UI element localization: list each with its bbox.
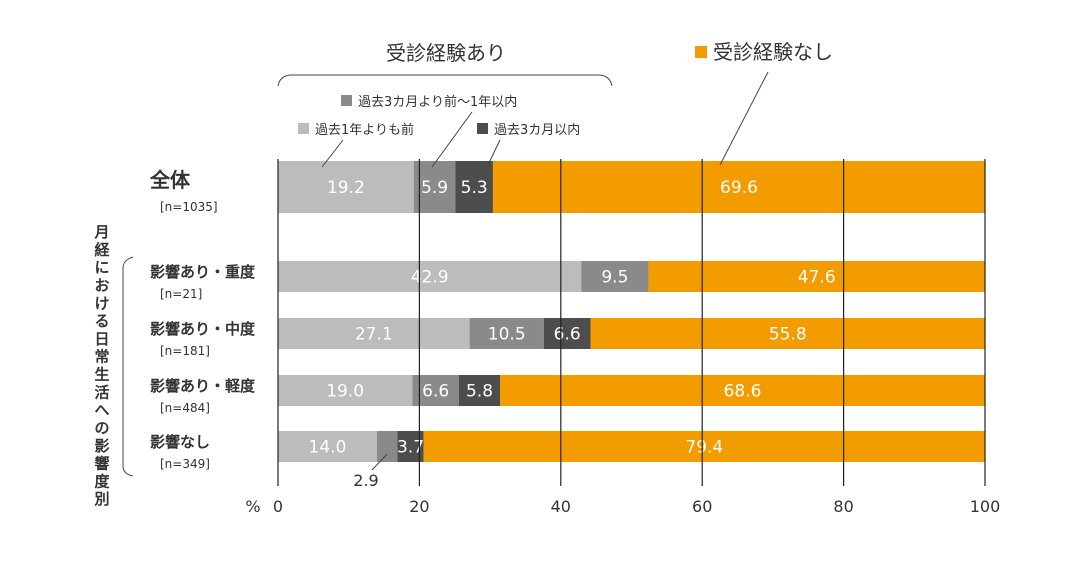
legend-swatch bbox=[477, 123, 488, 134]
bar-segment-2-2 bbox=[543, 318, 591, 349]
category-n-label: [n=1035] bbox=[160, 200, 218, 214]
group-label-char: 影 bbox=[94, 437, 109, 455]
group-bracket bbox=[122, 256, 134, 477]
group-label-char: る bbox=[94, 312, 109, 330]
category-n-label: [n=181] bbox=[160, 344, 210, 358]
data-label: 27.1 bbox=[355, 325, 393, 345]
bar-segment-4-0 bbox=[278, 431, 377, 462]
category-n-label: [n=21] bbox=[160, 287, 202, 301]
axis-unit-label: % bbox=[245, 497, 260, 516]
bar-segment-3-3 bbox=[499, 375, 985, 406]
bar-segment-2-1 bbox=[469, 318, 544, 349]
group-label-char: 月 bbox=[93, 223, 109, 241]
top-bracket bbox=[277, 74, 613, 87]
group-label-char: 常 bbox=[94, 348, 109, 366]
group-label-char: お bbox=[94, 276, 109, 294]
legend-label: 過去1年よりも前 bbox=[315, 122, 414, 138]
data-label: 42.9 bbox=[411, 268, 449, 288]
data-label: 55.8 bbox=[769, 325, 807, 345]
category-n-label: [n=349] bbox=[160, 457, 210, 471]
tick-label: 60 bbox=[692, 497, 712, 516]
bar-segment-1-3 bbox=[648, 261, 985, 292]
category-label: 影響あり・中度 bbox=[150, 320, 256, 338]
bar-segment-3-1 bbox=[412, 375, 459, 406]
group-label-char: 日 bbox=[94, 330, 109, 348]
bar-segment-2-0 bbox=[278, 318, 470, 349]
data-label: 10.5 bbox=[488, 325, 526, 345]
tick-label: 80 bbox=[833, 497, 853, 516]
data-label: 3.7 bbox=[397, 438, 424, 458]
legend-leader bbox=[431, 111, 473, 168]
bar-segment-3-0 bbox=[278, 375, 413, 406]
group-label-char: 活 bbox=[94, 383, 109, 401]
bar-segment-1-1 bbox=[581, 261, 649, 292]
group-label-char: 響 bbox=[94, 455, 109, 473]
data-label: 6.6 bbox=[422, 382, 449, 402]
group-label-char: 生 bbox=[94, 366, 109, 384]
group-label-char: に bbox=[94, 259, 109, 277]
group-label-char: 別 bbox=[93, 490, 109, 508]
legend-swatch bbox=[341, 95, 352, 106]
legend-leader bbox=[719, 71, 769, 166]
legend-label: 過去3カ月より前〜1年以内 bbox=[358, 94, 517, 110]
data-label: 68.6 bbox=[724, 382, 762, 402]
group-label-char: 度 bbox=[94, 472, 110, 490]
data-label: 79.4 bbox=[685, 438, 723, 458]
category-label: 影響あり・軽度 bbox=[150, 377, 256, 395]
group-label-char: へ bbox=[94, 401, 109, 419]
tick-label: 0 bbox=[273, 497, 283, 516]
group-label-char: け bbox=[94, 294, 109, 312]
leader-line bbox=[371, 453, 388, 471]
data-label: 9.5 bbox=[601, 268, 628, 288]
category-label: 全体 bbox=[149, 168, 191, 192]
data-label: 5.3 bbox=[461, 178, 488, 198]
bar-segment-2-3 bbox=[590, 318, 985, 349]
bar-segment-4-3 bbox=[423, 431, 986, 462]
tick-label: 100 bbox=[970, 497, 1001, 516]
legend-leader bbox=[486, 139, 501, 168]
legend-label: 受診経験なし bbox=[713, 40, 833, 64]
bar-segment-0-0 bbox=[278, 161, 414, 213]
data-label: 69.6 bbox=[720, 178, 758, 198]
bar-segment-3-2 bbox=[458, 375, 500, 406]
outside-data-label: 2.9 bbox=[353, 471, 378, 490]
data-label: 14.0 bbox=[309, 438, 347, 458]
data-label: 5.8 bbox=[466, 382, 493, 402]
group-label-char: の bbox=[94, 419, 109, 437]
tick-label: 20 bbox=[409, 497, 429, 516]
legend-label: 過去3カ月以内 bbox=[494, 122, 580, 138]
bar-segment-0-3 bbox=[492, 161, 985, 213]
legend-swatch bbox=[298, 123, 309, 134]
data-label: 47.6 bbox=[798, 268, 836, 288]
legend-swatch bbox=[695, 46, 707, 58]
category-n-label: [n=484] bbox=[160, 401, 210, 415]
bracket-label: 受診経験あり bbox=[386, 41, 506, 65]
bar-segment-0-1 bbox=[413, 161, 456, 213]
data-label: 19.2 bbox=[327, 178, 365, 198]
bar-segment-1-0 bbox=[278, 261, 582, 292]
data-label: 6.6 bbox=[554, 325, 581, 345]
bar-segment-0-2 bbox=[455, 161, 493, 213]
category-label: 影響なし bbox=[150, 433, 210, 451]
tick-label: 40 bbox=[551, 497, 571, 516]
legend-leader bbox=[321, 139, 344, 168]
category-label: 影響あり・重度 bbox=[150, 263, 256, 281]
data-label: 5.9 bbox=[421, 178, 448, 198]
bar-segment-4-1 bbox=[376, 431, 398, 462]
data-label: 19.0 bbox=[326, 382, 364, 402]
group-label-char: 経 bbox=[94, 241, 110, 259]
